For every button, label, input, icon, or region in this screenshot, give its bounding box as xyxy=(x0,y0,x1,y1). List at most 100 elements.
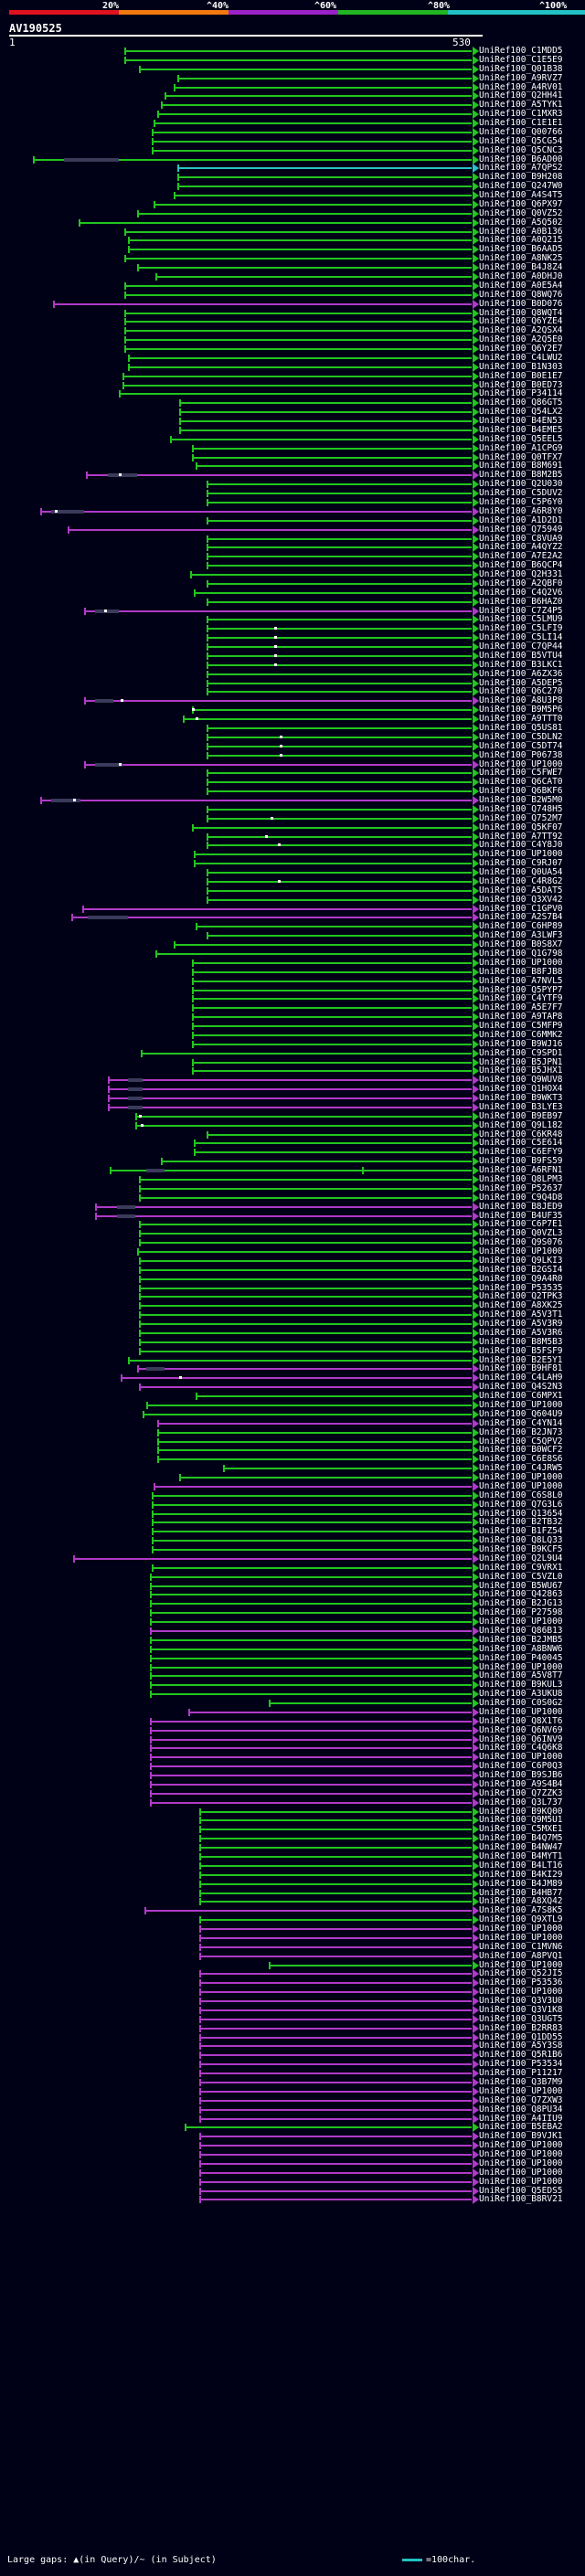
hit-id-link[interactable]: UniRef100_B9EB97 xyxy=(479,1110,563,1121)
hit-id-link[interactable]: UniRef100_B4J8Z4 xyxy=(479,262,563,273)
alignment-row[interactable]: UniRef100_B9HF81 xyxy=(0,1363,585,1374)
hit-id-link[interactable]: UniRef100_C5LI14 xyxy=(479,632,563,643)
alignment-row[interactable]: UniRef100_B5VTU4 xyxy=(0,651,585,661)
alignment-row[interactable]: UniRef100_Q1DD55 xyxy=(0,2032,585,2042)
hit-id-link[interactable]: UniRef100_B4KI29 xyxy=(479,1869,563,1880)
alignment-row[interactable]: UniRef100_B5WU67 xyxy=(0,1581,585,1591)
hit-id-link[interactable]: UniRef100_Q42863 xyxy=(479,1589,563,1600)
alignment-row[interactable]: UniRef100_A2S7B4 xyxy=(0,913,585,923)
alignment-row[interactable]: UniRef100_C5P6Y0 xyxy=(0,498,585,507)
alignment-row[interactable]: UniRef100_Q6Y2E7 xyxy=(0,345,585,355)
alignment-row[interactable]: UniRef100_A0DHJ0 xyxy=(0,272,585,281)
alignment-row[interactable]: UniRef100_B4UF35 xyxy=(0,1210,585,1221)
hit-id-link[interactable]: UniRef100_Q5PYP7 xyxy=(479,984,563,995)
hit-id-link[interactable]: UniRef100_C1GPV0 xyxy=(479,903,563,914)
alignment-row[interactable]: UniRef100_B9H208 xyxy=(0,172,585,183)
hit-id-link[interactable]: UniRef100_UP1000 xyxy=(479,1959,563,1970)
alignment-row[interactable]: UniRef100_C4LAH9 xyxy=(0,1373,585,1383)
hit-id-link[interactable]: UniRef100_A9RVZ7 xyxy=(479,72,563,83)
hit-id-link[interactable]: UniRef100_B0D076 xyxy=(479,298,563,309)
alignment-row[interactable]: UniRef100_B2JN73 xyxy=(0,1427,585,1437)
hit-id-link[interactable]: UniRef100_P53536 xyxy=(479,1977,563,1988)
alignment-row[interactable]: UniRef100_C4LWU2 xyxy=(0,353,585,363)
alignment-row[interactable]: UniRef100_UP1000 xyxy=(0,2150,585,2160)
hit-id-link[interactable]: UniRef100_B6AAD5 xyxy=(479,244,563,255)
hit-id-link[interactable]: UniRef100_A6R8Y0 xyxy=(479,505,563,516)
alignment-row[interactable]: UniRef100_B3LYE3 xyxy=(0,1102,585,1112)
alignment-row[interactable]: UniRef100_C6E8S6 xyxy=(0,1455,585,1465)
hit-id-link[interactable]: UniRef100_B8JED9 xyxy=(479,1201,563,1212)
alignment-row[interactable]: UniRef100_A7TT92 xyxy=(0,832,585,842)
hit-id-link[interactable]: UniRef100_C9RJ07 xyxy=(479,858,563,869)
alignment-row[interactable]: UniRef100_Q8WQT4 xyxy=(0,307,585,318)
hit-id-link[interactable]: UniRef100_A5V3R9 xyxy=(479,1319,563,1330)
alignment-row[interactable]: UniRef100_A5Y3S8 xyxy=(0,2041,585,2051)
hit-id-link[interactable]: UniRef100_B9WJ16 xyxy=(479,1038,563,1049)
alignment-row[interactable]: UniRef100_A7QPS2 xyxy=(0,163,585,174)
hit-id-link[interactable]: UniRef100_Q2HH41 xyxy=(479,90,563,101)
hit-id-link[interactable]: UniRef100_B9SJB6 xyxy=(479,1770,563,1781)
hit-id-link[interactable]: UniRef100_B6QCP4 xyxy=(479,560,563,571)
alignment-row[interactable]: UniRef100_UP1000 xyxy=(0,2177,585,2187)
hit-id-link[interactable]: UniRef100_B9KCF5 xyxy=(479,1544,563,1555)
alignment-row[interactable]: UniRef100_C5QPV2 xyxy=(0,1436,585,1447)
alignment-row[interactable]: UniRef100_Q8LPM3 xyxy=(0,1175,585,1184)
alignment-row[interactable]: UniRef100_Q4S2N3 xyxy=(0,1383,585,1393)
alignment-row[interactable]: UniRef100_UP1000 xyxy=(0,1481,585,1491)
alignment-row[interactable]: UniRef100_Q3UGT5 xyxy=(0,2014,585,2024)
alignment-row[interactable]: UniRef100_UP1000 xyxy=(0,2141,585,2151)
hit-id-link[interactable]: UniRef100_A5Q502 xyxy=(479,217,563,228)
alignment-row[interactable]: UniRef100_B5FSF9 xyxy=(0,1346,585,1356)
hit-id-link[interactable]: UniRef100_B9H208 xyxy=(479,172,563,183)
alignment-row[interactable]: UniRef100_B0E1E7 xyxy=(0,371,585,381)
hit-id-link[interactable]: UniRef100_Q2U030 xyxy=(479,479,563,490)
hit-id-link[interactable]: UniRef100_B4JM89 xyxy=(479,1878,563,1889)
alignment-row[interactable]: UniRef100_C9Q4D8 xyxy=(0,1193,585,1203)
hit-id-link[interactable]: UniRef100_B0ED73 xyxy=(479,379,563,390)
hit-id-link[interactable]: UniRef100_UP1000 xyxy=(479,758,563,769)
hit-id-link[interactable]: UniRef100_A8XK25 xyxy=(479,1300,563,1311)
alignment-row[interactable]: UniRef100_B4LT16 xyxy=(0,1860,585,1871)
alignment-row[interactable]: UniRef100_C5FWE7 xyxy=(0,769,585,779)
hit-id-link[interactable]: UniRef100_Q3V3U0 xyxy=(479,1996,563,2007)
alignment-row[interactable]: UniRef100_UP1000 xyxy=(0,1707,585,1717)
hit-id-link[interactable]: UniRef100_C4Q2V6 xyxy=(479,587,563,598)
alignment-row[interactable]: UniRef100_UP1000 xyxy=(0,850,585,860)
hit-id-link[interactable]: UniRef100_Q9LKI3 xyxy=(479,1255,563,1266)
alignment-row[interactable]: UniRef100_Q9LKI3 xyxy=(0,1256,585,1266)
hit-id-link[interactable]: UniRef100_Q8WQT4 xyxy=(479,307,563,318)
hit-id-link[interactable]: UniRef100_Q6BKF6 xyxy=(479,786,563,797)
alignment-row[interactable]: UniRef100_B5JPN1 xyxy=(0,1057,585,1067)
alignment-row[interactable]: UniRef100_A8NK25 xyxy=(0,253,585,264)
hit-id-link[interactable]: UniRef100_C6KR48 xyxy=(479,1129,563,1140)
hit-id-link[interactable]: UniRef100_A9TTT0 xyxy=(479,714,563,725)
hit-id-link[interactable]: UniRef100_C6HP89 xyxy=(479,921,563,932)
hit-id-link[interactable]: UniRef100_C5LFI9 xyxy=(479,623,563,634)
hit-id-link[interactable]: UniRef100_B9KQ00 xyxy=(479,1806,563,1817)
alignment-row[interactable]: UniRef100_C4JRW5 xyxy=(0,1463,585,1474)
hit-id-link[interactable]: UniRef100_P11217 xyxy=(479,2068,563,2079)
hit-id-link[interactable]: UniRef100_A4IIU9 xyxy=(479,2113,563,2124)
alignment-row[interactable]: UniRef100_A4IIU9 xyxy=(0,2113,585,2124)
hit-id-link[interactable]: UniRef100_A5TYK1 xyxy=(479,100,563,111)
hit-id-link[interactable]: UniRef100_B4UF35 xyxy=(479,1210,563,1221)
hit-id-link[interactable]: UniRef100_A7QPS2 xyxy=(479,163,563,174)
hit-id-link[interactable]: UniRef100_C4JRW5 xyxy=(479,1463,563,1474)
alignment-row[interactable]: UniRef100_A9TAP8 xyxy=(0,1012,585,1023)
hit-id-link[interactable]: UniRef100_B9FS59 xyxy=(479,1156,563,1167)
alignment-row[interactable]: UniRef100_B6AAD5 xyxy=(0,244,585,255)
alignment-row[interactable]: UniRef100_UP1000 xyxy=(0,2086,585,2096)
hit-id-link[interactable]: UniRef100_A8NK25 xyxy=(479,253,563,264)
hit-id-link[interactable]: UniRef100_Q54LX2 xyxy=(479,407,563,418)
hit-id-link[interactable]: UniRef100_C7Z4P5 xyxy=(479,605,563,616)
hit-id-link[interactable]: UniRef100_B9HF81 xyxy=(479,1363,563,1374)
hit-id-link[interactable]: UniRef100_Q1G798 xyxy=(479,949,563,959)
alignment-row[interactable]: UniRef100_C5E614 xyxy=(0,1139,585,1149)
alignment-row[interactable]: UniRef100_C4Y8J0 xyxy=(0,841,585,851)
alignment-row[interactable]: UniRef100_Q86B13 xyxy=(0,1627,585,1636)
alignment-row[interactable]: UniRef100_Q01B38 xyxy=(0,64,585,74)
hit-id-link[interactable]: UniRef100_Q86GT5 xyxy=(479,398,563,408)
alignment-row[interactable]: UniRef100_UP1000 xyxy=(0,958,585,968)
alignment-row[interactable]: UniRef100_A0B136 xyxy=(0,227,585,237)
alignment-row[interactable]: UniRef100_Q7ZXW3 xyxy=(0,2095,585,2105)
